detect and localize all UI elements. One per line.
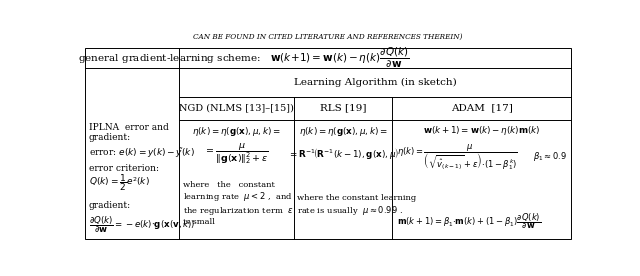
Text: $\mathbf{w}(k+1)=\mathbf{w}(k)-\eta(k)\mathbf{m}(k)$: $\mathbf{w}(k+1)=\mathbf{w}(k)-\eta(k)\m… bbox=[423, 124, 541, 137]
Text: where   the   constant
learning rate  $\mu<2$ ,  and
the regularization term  $\: where the constant learning rate $\mu<2$… bbox=[183, 181, 294, 226]
Text: where the constant learning
rate is usually  $\mu\approx0.99$ .: where the constant learning rate is usua… bbox=[297, 194, 417, 217]
Text: $=\mathbf{R}^{-1}\!\left(\mathbf{R}^{-1}(k-1),\mathbf{g}(\mathbf{x}),\mu\right)$: $=\mathbf{R}^{-1}\!\left(\mathbf{R}^{-1}… bbox=[288, 146, 399, 161]
Text: $=\dfrac{\mu}{\|\mathbf{g}(\mathbf{x})\|_2^2+\varepsilon}$: $=\dfrac{\mu}{\|\mathbf{g}(\mathbf{x})\|… bbox=[204, 141, 269, 166]
Text: error criterion:: error criterion: bbox=[89, 164, 159, 173]
Text: gradient:: gradient: bbox=[89, 133, 131, 142]
Text: ADAM  [17]: ADAM [17] bbox=[451, 104, 513, 113]
Text: $\eta(k)=\eta(\mathbf{g}(\mathbf{x}),\mu,k)=$: $\eta(k)=\eta(\mathbf{g}(\mathbf{x}),\mu… bbox=[192, 125, 281, 138]
Text: $Q(k)=\dfrac{1}{2}e^{2}(k)$: $Q(k)=\dfrac{1}{2}e^{2}(k)$ bbox=[89, 172, 150, 193]
Text: gradient:: gradient: bbox=[89, 201, 131, 210]
Text: CAN BE FOUND IN CITED LITERATURE AND REFERENCES THEREIN): CAN BE FOUND IN CITED LITERATURE AND REF… bbox=[193, 33, 463, 41]
Text: $\eta(k)=\eta(\mathbf{g}(\mathbf{x}),\mu,k)=$: $\eta(k)=\eta(\mathbf{g}(\mathbf{x}),\mu… bbox=[299, 125, 388, 138]
Text: $\mathbf{m}(k+1)=\beta_1{\cdot}\mathbf{m}(k)+(1-\beta_1)\dfrac{\partial Q(k)}{\p: $\mathbf{m}(k+1)=\beta_1{\cdot}\mathbf{m… bbox=[397, 211, 541, 231]
Text: RLS [19]: RLS [19] bbox=[320, 104, 367, 113]
Text: $\eta(k)=\dfrac{\mu}{\left(\sqrt{\hat{v}_{(k-1)}}+\varepsilon\right){\cdot}(1-\b: $\eta(k)=\dfrac{\mu}{\left(\sqrt{\hat{v}… bbox=[397, 142, 518, 172]
Text: NGD (NLMS [13]–[15]): NGD (NLMS [13]–[15]) bbox=[179, 104, 294, 113]
Text: IPLNA  error and: IPLNA error and bbox=[89, 123, 169, 132]
Text: general gradient-learning scheme:   $\mathbf{w}(k\!+\!1)=\mathbf{w}(k)-\eta(k)\d: general gradient-learning scheme: $\math… bbox=[78, 46, 410, 70]
Text: error: $e(k)=y(k)-\tilde{y}(k)$: error: $e(k)=y(k)-\tilde{y}(k)$ bbox=[89, 146, 195, 160]
Text: $\dfrac{\partial Q(k)}{\partial \mathbf{w}}=-e(k){\cdot}\mathbf{g}(\mathbf{x}(\m: $\dfrac{\partial Q(k)}{\partial \mathbf{… bbox=[89, 214, 195, 235]
Text: Learning Algorithm (in sketch): Learning Algorithm (in sketch) bbox=[294, 78, 456, 87]
Text: $\beta_1\approx0.9$: $\beta_1\approx0.9$ bbox=[532, 150, 567, 163]
